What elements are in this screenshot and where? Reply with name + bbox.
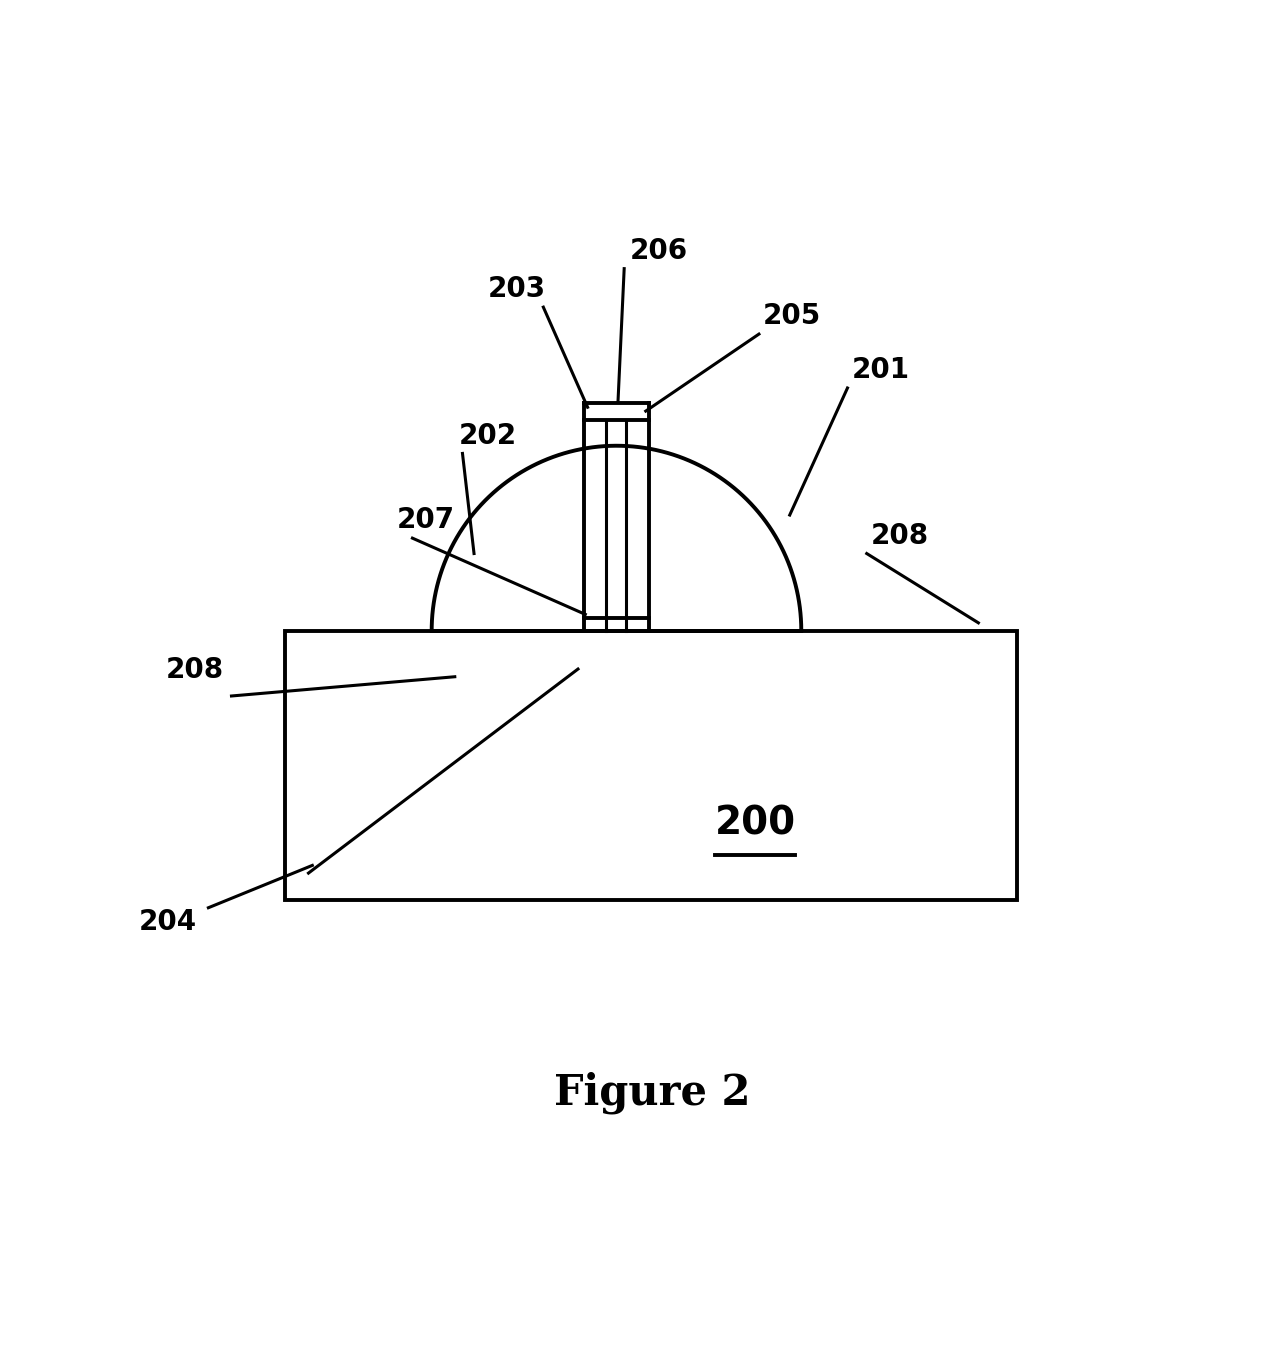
Text: 201: 201 — [851, 357, 909, 384]
Text: 202: 202 — [459, 422, 516, 449]
Text: 200: 200 — [715, 805, 796, 841]
Text: 207: 207 — [397, 507, 455, 534]
Text: 204: 204 — [139, 908, 197, 936]
Text: Figure 2: Figure 2 — [553, 1071, 750, 1113]
Text: 203: 203 — [487, 276, 546, 303]
Text: 205: 205 — [763, 302, 820, 331]
Bar — [285, 631, 1016, 900]
Text: 208: 208 — [870, 522, 929, 549]
Text: 206: 206 — [630, 236, 688, 265]
Text: 208: 208 — [165, 657, 224, 684]
